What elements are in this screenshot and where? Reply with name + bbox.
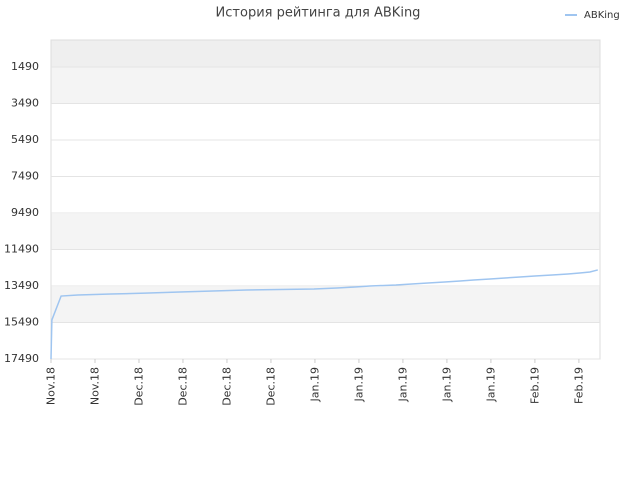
chart-title: История рейтинга для ABKing (216, 6, 421, 21)
x-tick-label: Feb.19 (528, 367, 541, 404)
line (50, 269, 598, 360)
x-tick-label: Dec.18 (220, 367, 233, 406)
band (51, 67, 600, 104)
x-tick-label: Jan.19 (440, 367, 453, 402)
band (51, 40, 600, 67)
x-tick-label: Nov.18 (45, 367, 58, 405)
x-tick-label: Nov.18 (88, 367, 101, 405)
y-tick-label: 15490 (4, 316, 39, 329)
y-tick-label: 17490 (4, 352, 39, 365)
y-tick-label: 7490 (11, 170, 39, 183)
y-tick-label: 11490 (4, 243, 39, 256)
x-tick-label: Jan.19 (396, 367, 409, 402)
x-tick-label: Feb.19 (572, 367, 585, 404)
legend-label: ABKing (584, 10, 620, 21)
x-tick-label: Jan.19 (308, 367, 321, 402)
y-tick-label: 1490 (11, 60, 39, 73)
band (51, 287, 600, 323)
x-tick-label: Dec.18 (264, 367, 277, 406)
y-tick-label: 5490 (11, 133, 39, 146)
x-tick-label: Dec.18 (132, 367, 145, 406)
y-tick-label: 13490 (4, 279, 39, 292)
x-tick-label: Dec.18 (176, 367, 189, 406)
band (51, 214, 600, 250)
x-tick-label: Jan.19 (352, 367, 365, 402)
y-tick-label: 3490 (11, 97, 39, 110)
y-tick-label: 9490 (11, 206, 39, 219)
x-tick-label: Jan.19 (484, 367, 497, 402)
